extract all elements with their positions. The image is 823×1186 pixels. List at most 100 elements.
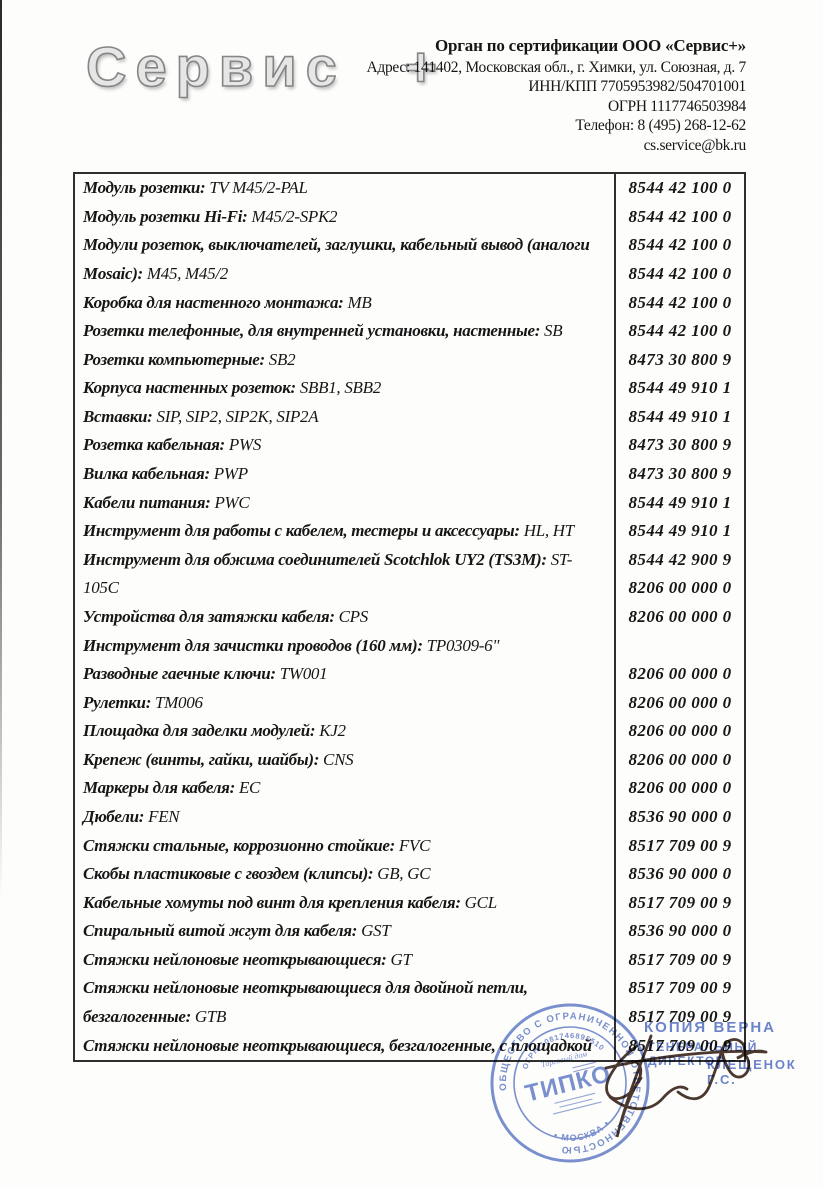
row-hs-code: 8544 42 100 0 (614, 316, 744, 346)
row-value: GT (390, 949, 412, 969)
row-value: SB (544, 321, 563, 341)
row-label-bold: безгалогенные: (83, 1007, 191, 1027)
row-hs-code: 8544 42 100 0 (614, 174, 744, 203)
table-row: Вставки: SIP, SIP2, SIP2K, SIP2A 8544 49 … (75, 402, 744, 432)
table-row: Маркеры для кабеля: EC 8206 00 000 0 (75, 774, 744, 803)
row-value: ST- (550, 549, 573, 569)
row-description: Скобы пластиковые с гвоздем (клипсы): GB… (75, 864, 614, 884)
stamp-center-logo: ТИПКО (522, 1060, 613, 1107)
row-label-bold: Розетки компьютерные: (83, 349, 265, 369)
row-hs-code: 8206 00 000 0 (614, 602, 744, 632)
row-description: Площадка для заделки модулей: KJ2 (75, 721, 614, 741)
row-value: MB (347, 292, 372, 312)
row-value: TP0309-6" (426, 635, 500, 655)
row-label-bold: Стяжки стальные, коррозионно стойкие: (83, 835, 395, 855)
table-row: Инструмент для работы с кабелем, тестеры… (75, 516, 744, 546)
row-value: GST (361, 921, 391, 941)
row-description: Розетка кабельная: PWS (75, 435, 614, 455)
row-hs-code: 8536 90 000 0 (614, 802, 744, 832)
row-hs-code: 8517 709 00 9 (614, 1002, 744, 1032)
product-code-table: Модуль розетки: TV M45/2-PAL 8544 42 100 … (73, 172, 746, 1062)
stamp-fine-print-lines (552, 1061, 602, 1115)
row-hs-code: 8206 00 000 0 (614, 659, 744, 689)
row-description: 105C (75, 578, 614, 598)
row-value: EC (238, 778, 261, 798)
row-description: Коробка для настенного монтажа: MB (75, 293, 614, 313)
row-label-bold: Дюбели: (83, 807, 145, 826)
row-hs-code: 8544 49 910 1 (614, 402, 744, 432)
row-value: PWS (228, 435, 262, 455)
row-description: Стяжки нейлоновые неоткрывающиеся для дв… (75, 978, 614, 998)
row-label-bold: Розетки телефонные, для внутренней устан… (83, 321, 541, 341)
org-name: Орган по сертификации ООО «Сервис+» (434, 36, 746, 55)
row-label-bold: Стяжки нейлоновые неоткрывающиеся: (83, 949, 387, 969)
table-row: Стяжки нейлоновые неоткрывающиеся: GT 851… (75, 945, 744, 975)
company-logo: Сервис + (85, 34, 447, 99)
row-label-bold: Стяжки нейлоновые неоткрывающиеся, безга… (83, 1035, 592, 1055)
row-description: Модуль розетки: TV M45/2-PAL (75, 178, 614, 198)
row-description: Устройства для затяжки кабеля: CPS (75, 607, 614, 627)
row-value: TV M45/2-PAL (209, 178, 308, 198)
row-label-bold: Инструмент для зачистки проводов (160 мм… (83, 635, 423, 655)
row-label-bold: Маркеры для кабеля: (83, 778, 235, 798)
org-ogrn: ОГРН 1117746503984 (607, 97, 746, 115)
row-hs-code: 8473 30 800 9 (614, 345, 744, 375)
row-label-bold: Розетка кабельная: (83, 435, 225, 455)
row-hs-code (614, 631, 744, 660)
org-email: cs.service@bk.ru (643, 136, 747, 154)
row-label-bold: Скобы пластиковые с гвоздем (клипсы): (83, 864, 374, 884)
table-row: Стяжки нейлоновые неоткрывающиеся для дв… (75, 974, 744, 1003)
row-value: FEN (148, 807, 180, 826)
org-contact-block: Орган по сертификации ООО «Сервис+» Адре… (316, 36, 746, 155)
table-row: Коробка для настенного монтажа: MB 8544 4… (75, 288, 744, 317)
row-hs-code: 8206 00 000 0 (614, 774, 744, 803)
table-row: Модули розеток, выключателей, заглушки, … (75, 231, 744, 260)
row-hs-code: 8206 00 000 0 (614, 688, 744, 717)
table-row: Спиральный витой жгут для кабеля: GST 853… (75, 917, 744, 946)
row-value: TW001 (279, 664, 328, 684)
row-value: CPS (338, 606, 369, 626)
row-description: Вилка кабельная: PWP (75, 464, 614, 484)
row-hs-code: 8544 49 910 1 (614, 488, 744, 517)
row-hs-code: 8206 00 000 0 (614, 716, 744, 746)
row-label-bold: Спиральный витой жгут для кабеля: (83, 921, 358, 941)
row-hs-code: 8517 709 00 9 (614, 831, 744, 860)
row-label-bold: Модули розеток, выключателей, заглушки, … (83, 235, 590, 255)
row-label-bold: Крепеж (винты, гайки, шайбы): (83, 749, 320, 769)
row-label-bold: Устройства для затяжки кабеля: (83, 606, 335, 626)
row-description: Корпуса настенных розеток: SBB1, SBB2 (75, 378, 614, 398)
org-address: Адрес: 141402, Московская обл., г. Химки… (366, 58, 746, 76)
row-description: Дюбели: FEN (75, 807, 614, 827)
row-value: SB2 (268, 349, 296, 369)
row-hs-code: 8517 709 00 9 (614, 945, 744, 975)
row-label-bold: Корпуса настенных розеток: (83, 378, 296, 398)
row-value: KJ2 (319, 721, 346, 741)
table-row: 105C 8206 00 000 0 (75, 574, 744, 603)
row-hs-code: 8544 42 100 0 (614, 259, 744, 289)
row-hs-code: 8206 00 000 0 (614, 574, 744, 603)
table-row: Разводные гаечные ключи: TW001 8206 00 00… (75, 659, 744, 689)
row-description: Инструмент для зачистки проводов (160 мм… (75, 636, 614, 656)
table-row: Кабельные хомуты под винт для крепления … (75, 888, 744, 918)
row-hs-code: 8517 709 00 9 (614, 974, 744, 1003)
table-row: Устройства для затяжки кабеля: CPS 8206 0… (75, 602, 744, 632)
row-description: Разводные гаечные ключи: TW001 (75, 664, 614, 684)
table-row: Корпуса настенных розеток: SBB1, SBB2 854… (75, 374, 744, 403)
row-label-bold: Стяжки нейлоновые неоткрывающиеся для дв… (83, 978, 528, 998)
row-value: 105C (83, 578, 119, 598)
table-row: Модуль розетки: TV M45/2-PAL 8544 42 100 … (75, 174, 744, 203)
row-description: Кабельные хомуты под винт для крепления … (75, 893, 614, 913)
scan-edge-artifact (0, 0, 2, 900)
row-description: Крепеж (винты, гайки, шайбы): CNS (75, 750, 614, 770)
row-label-bold: Mosaic): (83, 264, 143, 284)
row-hs-code: 8544 42 100 0 (614, 288, 744, 317)
row-label-bold: Вилка кабельная: (83, 464, 210, 484)
row-label-bold: Рулетки: (83, 692, 152, 712)
row-value: GTB (194, 1007, 227, 1027)
row-description: Розетки компьютерные: SB2 (75, 350, 614, 370)
row-value: TM006 (155, 692, 203, 712)
row-value: GB, GC (377, 864, 431, 884)
row-description: Инструмент для работы с кабелем, тестеры… (75, 521, 614, 541)
table-row: Стяжки стальные, коррозионно стойкие: FV… (75, 831, 744, 860)
row-hs-code: 8473 30 800 9 (614, 431, 744, 460)
